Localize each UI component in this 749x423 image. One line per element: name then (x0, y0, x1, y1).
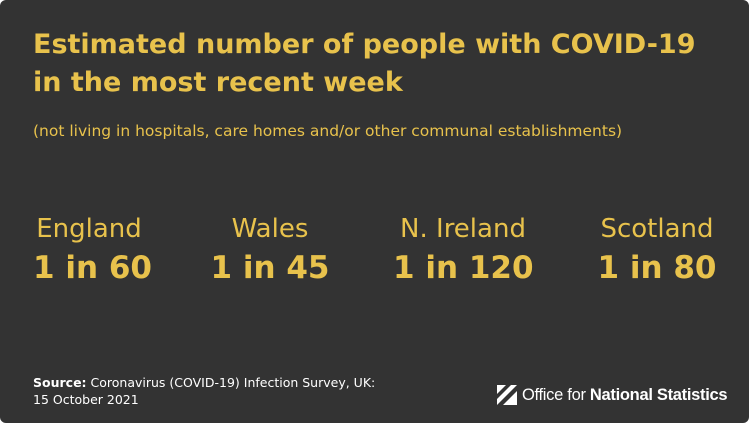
source-text: Coronavirus (COVID-19) Infection Survey,… (86, 375, 376, 390)
ratio-value: 1 in 60 (33, 250, 152, 286)
stat-northern-ireland: N. Ireland 1 in 120 (393, 211, 534, 289)
nation-label: Wales (231, 214, 309, 244)
logo-text-bold: National Statistics (589, 385, 728, 404)
nation-label: England (36, 214, 142, 244)
headline-line-2: in the most recent week (33, 67, 403, 98)
stat-wales: Wales 1 in 45 (210, 211, 330, 289)
source-note: Source: Coronavirus (COVID-19) Infection… (33, 374, 393, 408)
logo-text-regular: Office for (522, 385, 590, 404)
ratio-value: 1 in 120 (393, 250, 534, 286)
logo-text: Office for National Statistics (522, 385, 728, 405)
stat-england: England 1 in 60 (33, 211, 152, 289)
source-date: 15 October 2021 (33, 392, 139, 407)
subtitle: (not living in hospitals, care homes and… (33, 122, 623, 140)
nation-label: Scotland (600, 214, 714, 244)
stat-scotland: Scotland 1 in 80 (594, 211, 720, 289)
ratio-value: 1 in 45 (210, 250, 330, 286)
ons-logo: Office for National Statistics (497, 384, 728, 406)
nation-label: N. Ireland (400, 214, 526, 244)
ons-logo-icon (497, 385, 517, 405)
ratio-value: 1 in 80 (597, 250, 717, 286)
headline: Estimated number of people with COVID-19… (33, 26, 723, 102)
source-label: Source: (33, 375, 87, 390)
headline-line-1: Estimated number of people with COVID-19 (33, 29, 696, 60)
